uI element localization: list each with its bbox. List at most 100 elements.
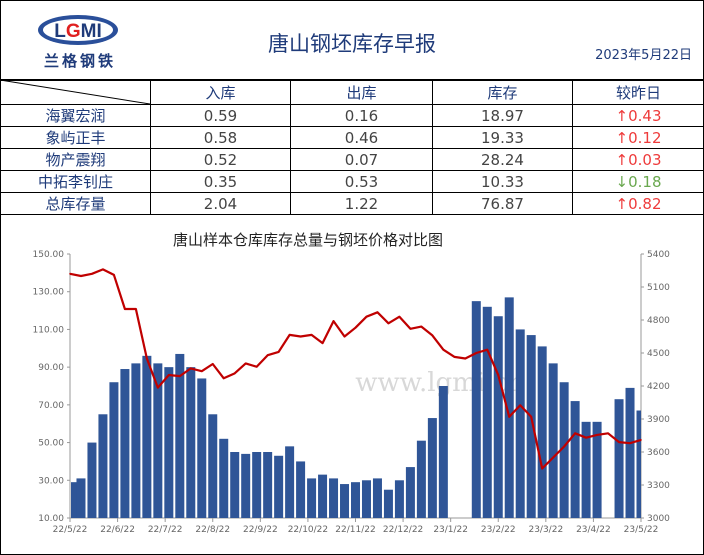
- svg-text:LGMI: LGMI: [54, 21, 102, 42]
- inventory-bar: [219, 438, 229, 518]
- price-point: [69, 273, 71, 275]
- inventory-bar: [71, 482, 81, 518]
- inventory-bar: [372, 478, 382, 518]
- inventory-bar: [361, 480, 371, 518]
- inventory-bar: [438, 386, 448, 518]
- price-point: [453, 356, 456, 358]
- out-value: 0.46: [290, 126, 433, 149]
- price-point: [222, 377, 225, 380]
- warehouse-name: 海翼宏润: [0, 104, 151, 127]
- price-point: [113, 274, 115, 276]
- inventory-bar: [329, 478, 339, 518]
- price-point: [508, 416, 511, 418]
- price-point: [497, 374, 500, 376]
- warehouse-name: 中拓李钊庄: [0, 170, 151, 193]
- left-tick-label: 90.00: [38, 363, 64, 373]
- inventory-bar: [307, 478, 317, 518]
- inventory-bar: [504, 297, 514, 518]
- price-point: [431, 334, 434, 337]
- change-value: ↓0.18: [572, 170, 704, 193]
- inventory-bar: [98, 414, 108, 518]
- left-tick-label: 130.00: [33, 288, 65, 298]
- x-tick-label: 22/8/22: [195, 525, 230, 535]
- in-value: 0.52: [150, 148, 291, 171]
- price-point: [398, 315, 401, 318]
- left-tick-label: 50.00: [38, 439, 64, 449]
- inventory-bar: [274, 455, 284, 518]
- inventory-bar: [208, 414, 218, 518]
- price-point: [179, 375, 181, 377]
- x-tick-label: 23/4/22: [576, 525, 611, 535]
- x-tick-label: 23/2/22: [481, 525, 516, 535]
- lgmi-logo: LGMI 兰格钢铁: [38, 15, 118, 70]
- inventory-bar: [570, 401, 580, 518]
- inventory-bar: [131, 363, 141, 518]
- inventory-bar: [537, 346, 547, 518]
- col-in: 入库: [150, 80, 291, 105]
- inventory-bar: [394, 480, 404, 518]
- warehouse-name: 象屿正丰: [0, 126, 151, 149]
- out-value: 0.07: [290, 148, 433, 171]
- inventory-bar: [318, 474, 328, 518]
- table-row: 象屿正丰 0.58 0.46 19.33 ↑0.12: [0, 126, 704, 149]
- price-point: [146, 357, 148, 360]
- warehouse-name: 总库存量: [0, 192, 151, 215]
- inventory-bar: [87, 442, 97, 518]
- in-value: 0.58: [150, 126, 291, 149]
- out-value: 0.16: [290, 104, 433, 127]
- inventory-bar: [559, 382, 569, 518]
- table-row-total: 总库存量 2.04 1.22 76.87 ↑0.82: [0, 192, 704, 215]
- price-point: [585, 436, 587, 439]
- inventory-bar: [263, 452, 273, 518]
- inventory-bar: [252, 452, 262, 518]
- left-tick-label: 30.00: [38, 476, 64, 486]
- inventory-bar: [471, 301, 481, 518]
- right-tick-label: 5100: [647, 283, 670, 293]
- price-point: [189, 367, 192, 370]
- price-point: [332, 320, 335, 322]
- inventory-bar: [614, 399, 624, 518]
- inventory-bar: [120, 369, 130, 518]
- warehouse-name: 物产震翔: [0, 148, 151, 171]
- right-tick-label: 3600: [647, 448, 670, 458]
- right-tick-label: 3000: [647, 514, 670, 524]
- table-header-row: 入库 出库 库存 较昨日: [0, 80, 704, 105]
- inventory-bar: [515, 329, 525, 518]
- stock-value: 10.33: [432, 170, 573, 193]
- price-point: [486, 348, 489, 351]
- price-point: [354, 326, 357, 329]
- price-point: [157, 386, 159, 389]
- price-point: [310, 334, 313, 336]
- x-tick-label: 22/12/22: [383, 525, 423, 535]
- inventory-bar: [350, 482, 361, 518]
- price-point: [629, 442, 631, 444]
- inventory-bar: [175, 353, 185, 518]
- change-value: ↑0.43: [572, 104, 704, 127]
- inventory-bar: [340, 484, 350, 518]
- x-tick-label: 22/10/22: [288, 525, 328, 535]
- price-point: [321, 342, 324, 344]
- price-point: [266, 354, 269, 356]
- price-point: [442, 348, 445, 351]
- right-tick-label: 4200: [647, 382, 670, 392]
- left-tick-label: 110.00: [33, 325, 65, 335]
- right-tick-label: 4500: [647, 349, 670, 359]
- table-row: 物产震翔 0.52 0.07 28.24 ↑0.03: [0, 148, 704, 171]
- price-point: [640, 439, 642, 441]
- stock-value: 28.24: [432, 148, 573, 171]
- stock-value: 76.87: [432, 192, 573, 215]
- price-point: [200, 370, 203, 372]
- inventory-bar: [109, 382, 119, 518]
- chart-title: 唐山样本仓库库存总量与钢坯价格对比图: [173, 231, 443, 249]
- price-point: [233, 372, 236, 375]
- price-point: [80, 275, 82, 277]
- inventory-bar: [548, 363, 558, 518]
- x-tick-label: 22/6/22: [100, 525, 135, 535]
- inventory-bar: [636, 410, 641, 518]
- x-tick-label: 22/9/22: [243, 525, 278, 535]
- price-point: [91, 273, 93, 275]
- inventory-bar: [482, 306, 492, 518]
- price-point: [102, 268, 104, 271]
- inventory-bar: [76, 478, 86, 518]
- report-date: 2023年5月22日: [595, 48, 692, 63]
